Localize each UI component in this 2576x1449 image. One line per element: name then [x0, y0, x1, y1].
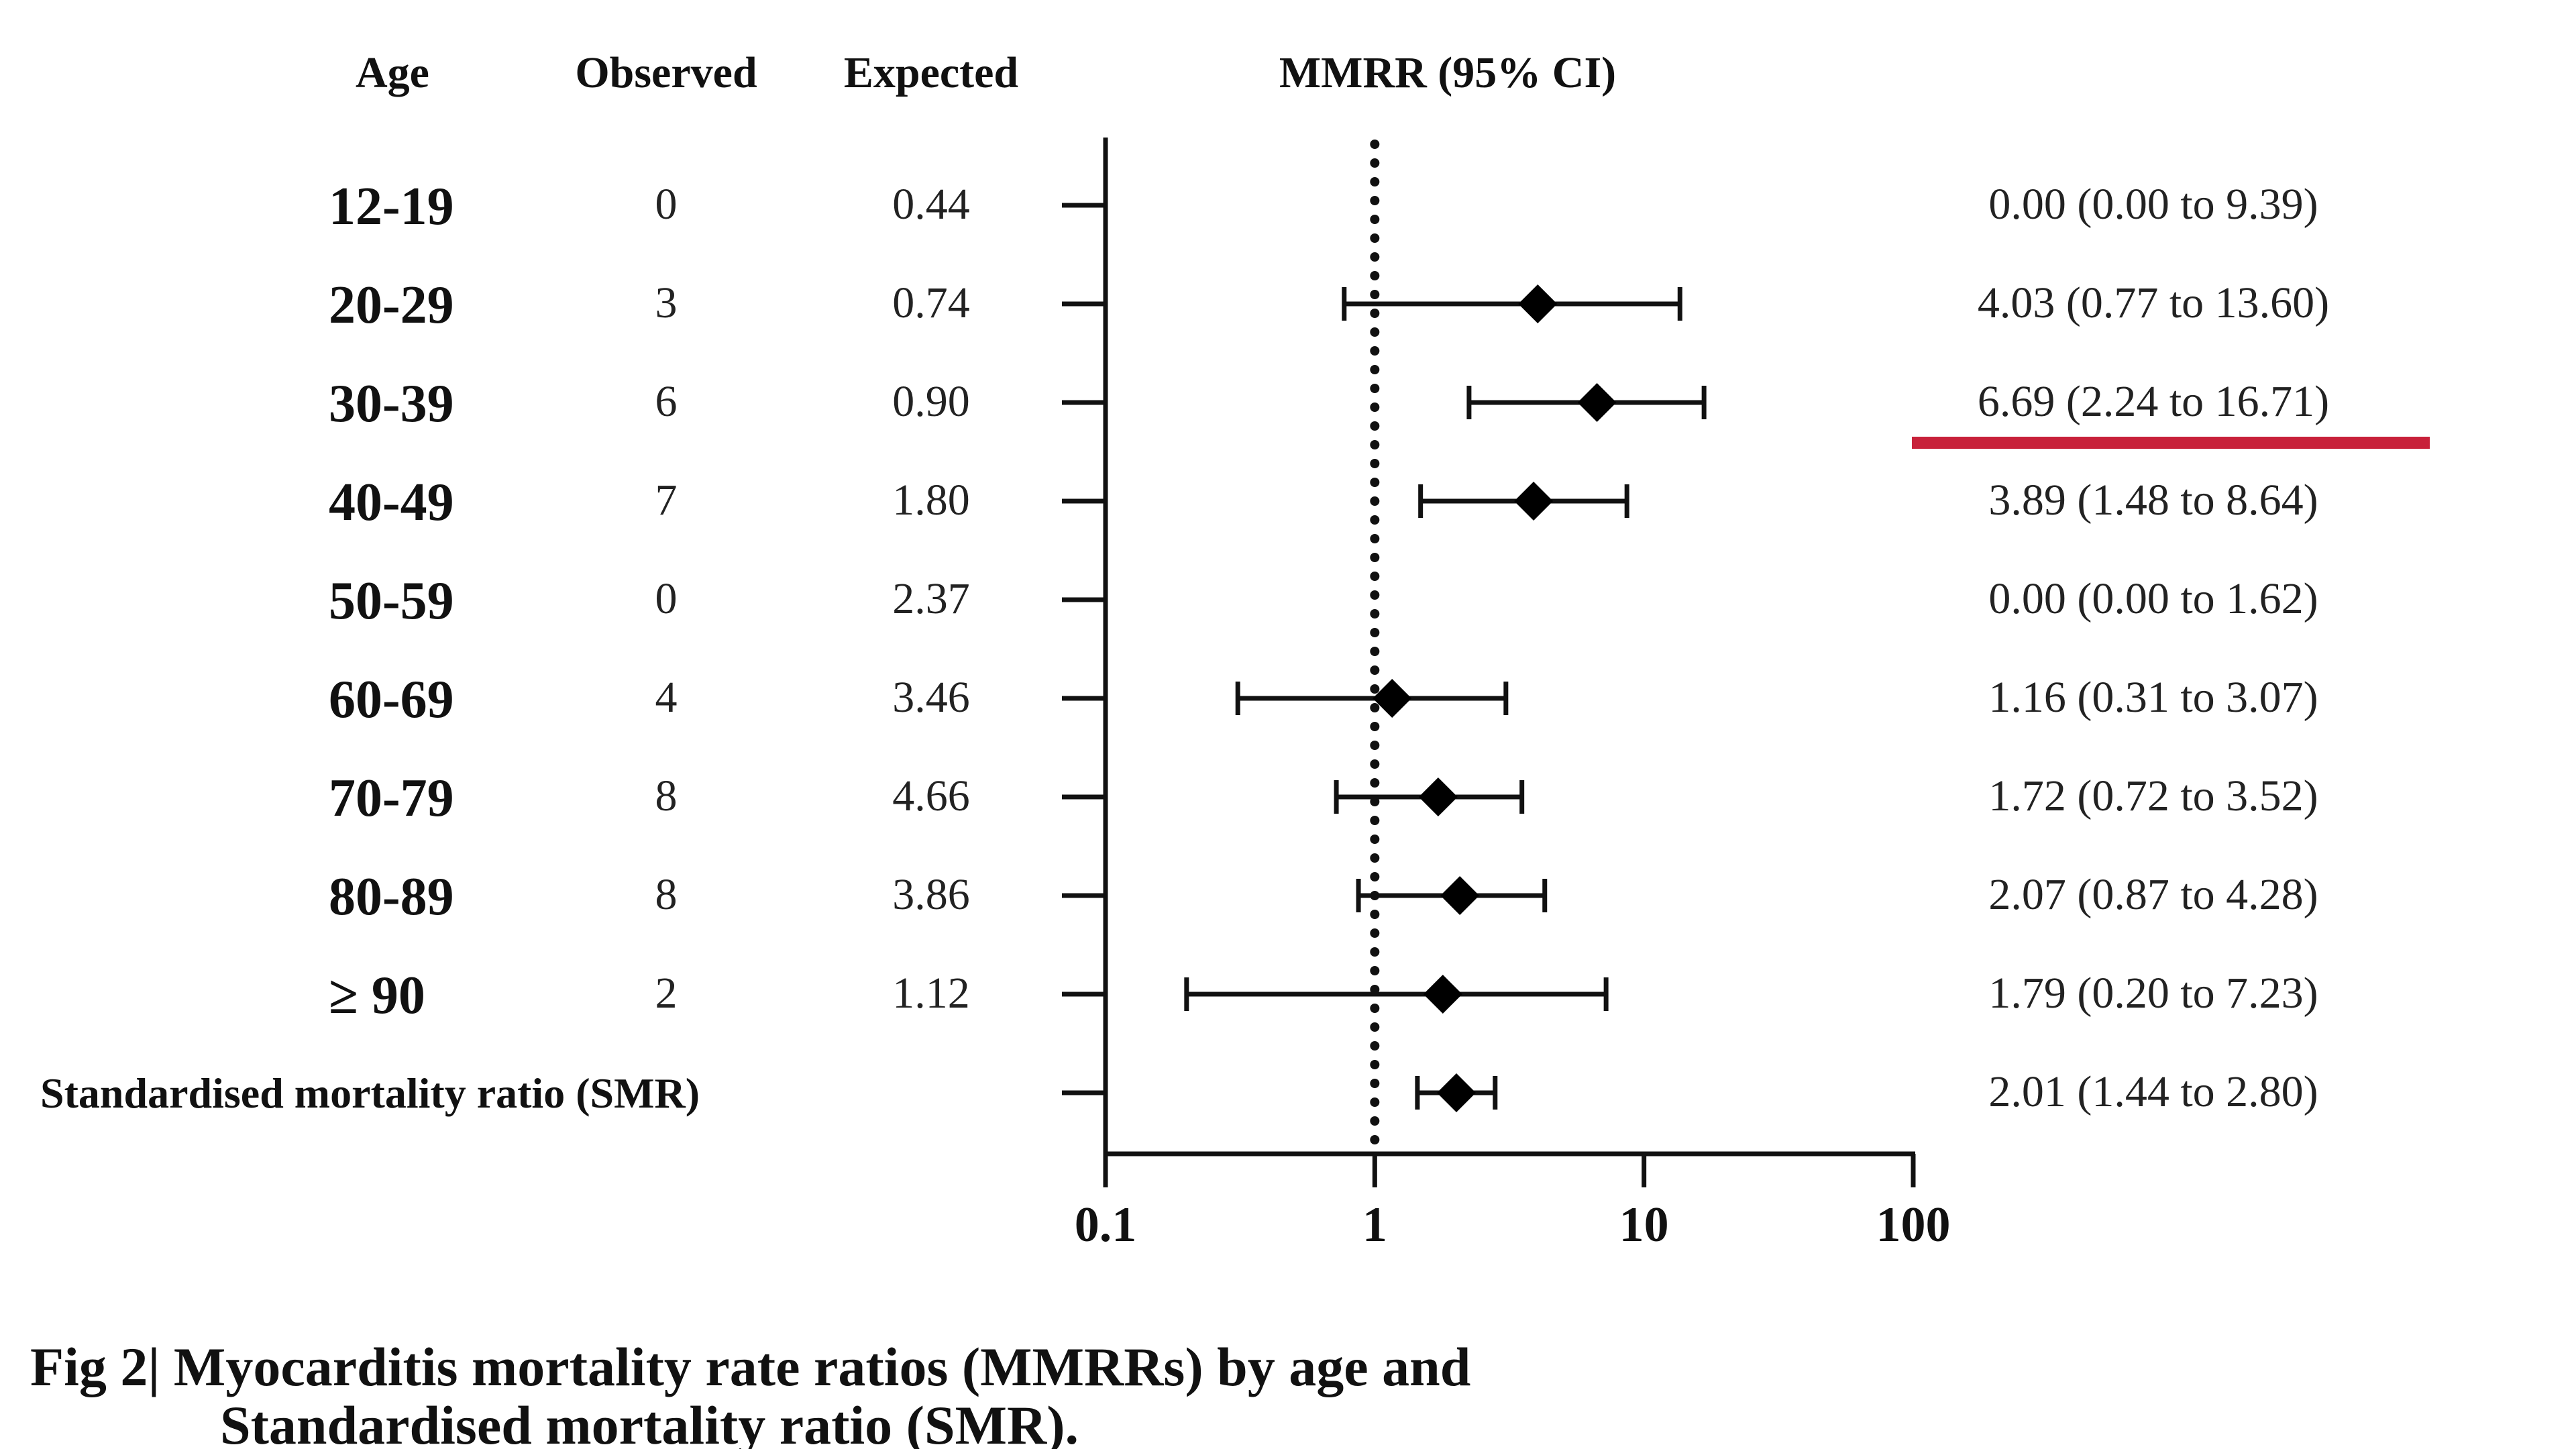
ci-text: 3.89 (1.48 to 8.64)	[1988, 476, 2318, 525]
row-label-age: ≥ 90	[329, 966, 425, 1025]
observed-value: 7	[655, 476, 678, 525]
ci-text: 2.01 (1.44 to 2.80)	[1988, 1067, 2318, 1116]
caption-line-2: Standardised mortality ratio (SMR).	[220, 1395, 1079, 1449]
estimate-diamond	[1418, 777, 1458, 816]
expected-value: 1.80	[892, 476, 970, 525]
estimate-diamond	[1577, 383, 1617, 422]
marks-layer	[1184, 284, 1707, 1112]
caption-line-1: Fig 2| Myocarditis mortality rate ratios…	[30, 1336, 1470, 1397]
row-label-age: 20-29	[329, 276, 454, 335]
x-tick-label: 100	[1876, 1197, 1951, 1252]
observed-value: 2	[655, 969, 678, 1018]
observed-value: 4	[655, 673, 678, 722]
row-label-age: 70-79	[329, 769, 454, 828]
estimate-diamond	[1518, 284, 1558, 323]
row-label-age: 12-19	[329, 177, 454, 236]
header-age: Age	[356, 48, 429, 97]
expected-value: 0.44	[892, 180, 970, 229]
expected-value: 3.46	[892, 673, 970, 722]
row-label-age: 60-69	[329, 670, 454, 729]
axis-layer: 0.1 1 10 100	[1062, 138, 1951, 1252]
expected-value: 2.37	[892, 574, 970, 623]
ci-text: 0.00 (0.00 to 1.62)	[1988, 574, 2318, 623]
x-tick-label: 1	[1362, 1197, 1387, 1252]
rows-layer: 12-19 0 0.44 0.00 (0.00 to 9.39) 20-29 3 0.74 4…	[40, 177, 2430, 1117]
row-label-age: 30-39	[329, 374, 454, 433]
ci-text: 1.16 (0.31 to 3.07)	[1988, 673, 2318, 722]
ci-text: 1.79 (0.20 to 7.23)	[1988, 969, 2318, 1018]
x-tick-label: 0.1	[1075, 1197, 1137, 1252]
ci-text: 6.69 (2.24 to 16.71)	[1978, 377, 2329, 426]
expected-value: 0.74	[892, 278, 970, 327]
observed-value: 8	[655, 771, 678, 820]
observed-value: 8	[655, 870, 678, 919]
header-observed: Observed	[575, 48, 757, 97]
expected-value: 3.86	[892, 870, 970, 919]
observed-value: 0	[655, 574, 678, 623]
expected-value: 4.66	[892, 771, 970, 820]
ci-text: 1.72 (0.72 to 3.52)	[1988, 771, 2318, 820]
estimate-diamond	[1514, 482, 1554, 521]
header-mmrr: MMRR (95% CI)	[1279, 48, 1616, 97]
expected-value: 1.12	[892, 969, 970, 1018]
observed-value: 0	[655, 180, 678, 229]
row-label-age: 80-89	[329, 867, 454, 926]
row-label-age: 40-49	[329, 473, 454, 532]
ci-text: 0.00 (0.00 to 9.39)	[1988, 180, 2318, 229]
ci-text: 2.07 (0.87 to 4.28)	[1988, 870, 2318, 919]
estimate-diamond	[1437, 1073, 1477, 1112]
expected-value: 0.90	[892, 377, 970, 426]
observed-value: 6	[655, 377, 678, 426]
x-tick-label: 10	[1619, 1197, 1669, 1252]
observed-value: 3	[655, 278, 678, 327]
header-expected: Expected	[844, 48, 1018, 97]
ci-text: 4.03 (0.77 to 13.60)	[1978, 278, 2329, 327]
row-label-age: 50-59	[329, 572, 454, 631]
estimate-diamond	[1373, 679, 1412, 718]
estimate-diamond	[1423, 975, 1462, 1014]
estimate-diamond	[1440, 876, 1480, 915]
row-label-smr: Standardised mortality ratio (SMR)	[40, 1069, 700, 1117]
